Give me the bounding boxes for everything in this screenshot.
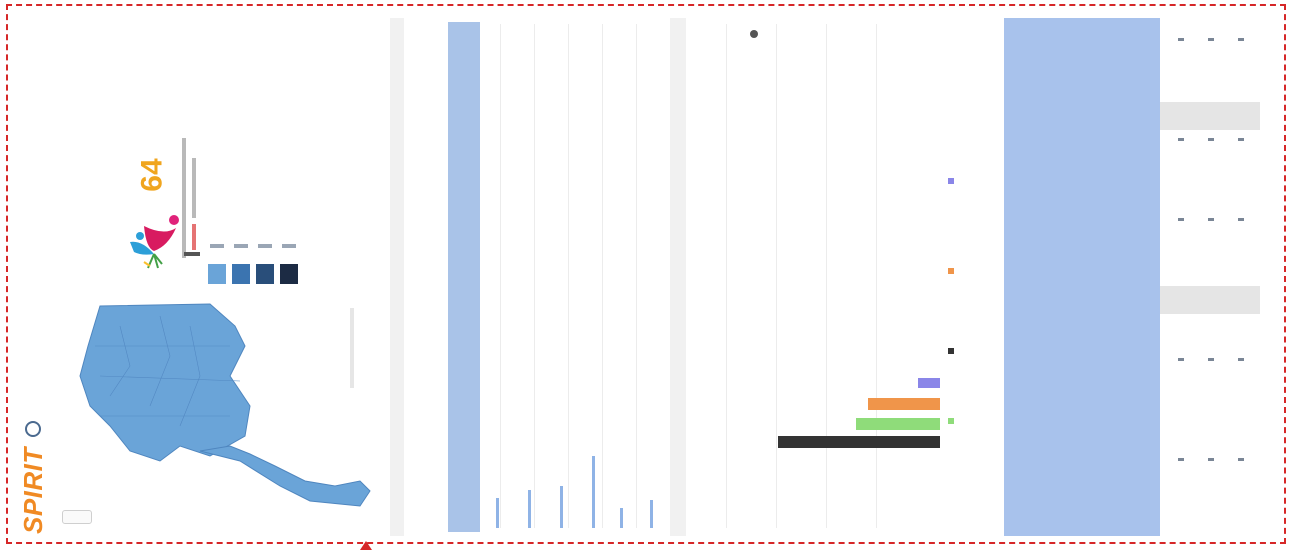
table-row-highlight [1160,102,1260,130]
map-panel: 64 [54,18,390,536]
panel-gutter [390,18,404,536]
table-row-highlight [1160,286,1260,314]
chart-legend [948,148,956,448]
legend-swatch [208,264,226,284]
chart-bar[interactable] [650,500,653,528]
map-region-main [79,303,251,462]
kpi-value: 64 [135,158,169,192]
table-header [1004,18,1160,536]
chart-bar[interactable] [496,498,499,528]
chart-bar[interactable] [778,436,940,448]
brand-strip: SPIRIT [14,10,52,540]
chart-bar[interactable] [856,418,940,430]
bar-chart-panel [686,18,1002,536]
panel-gutter [670,18,686,536]
brand-logo: SPIRIT [17,447,48,534]
people-logo-icon [130,215,179,269]
column-chart-panel [404,18,670,536]
globe-icon [25,421,41,438]
kpi-card: 64 [114,128,224,278]
chart-header-band [448,22,480,532]
map-zoom-control[interactable] [62,510,92,524]
pointer-marker-icon [360,541,372,550]
screenshot-frame [6,4,1286,544]
map-legend [184,244,304,294]
kpi-caption [174,128,214,278]
chart-bar[interactable] [592,456,595,528]
chart-bar[interactable] [560,486,563,528]
chart-bar[interactable] [868,398,940,410]
chart-bar[interactable] [528,490,531,528]
legend-swatch [280,264,298,284]
chart-bar[interactable] [620,508,623,528]
chart-bar[interactable] [918,378,940,388]
map-caption [350,308,354,388]
data-table-panel [1004,18,1260,536]
region-map[interactable] [60,286,386,530]
chart-menu-icon[interactable] [750,30,758,38]
map-region-tail [199,445,371,507]
legend-swatch [232,264,250,284]
legend-swatch [256,264,274,284]
